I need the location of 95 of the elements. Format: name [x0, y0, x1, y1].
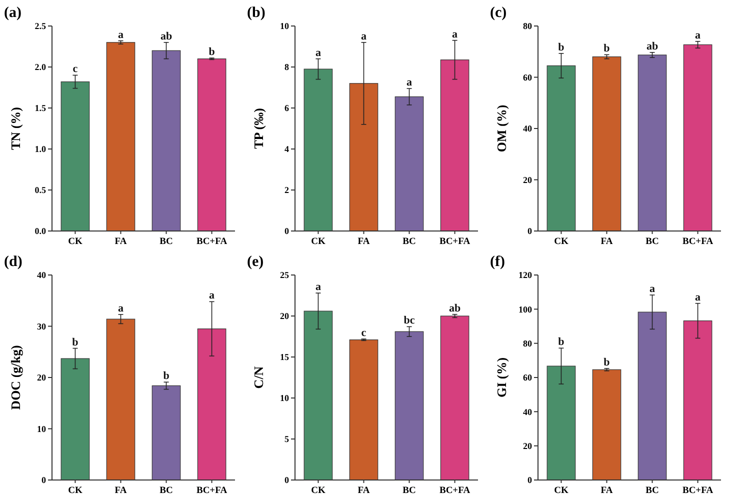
y-tick-label: 2 [284, 185, 290, 196]
x-tick-label: BC [402, 237, 416, 247]
y-axis-title: TP (‰) [251, 108, 266, 149]
y-tick-label: 60 [523, 372, 532, 383]
y-tick-label: 0.5 [34, 185, 46, 196]
y-tick-label: 20 [280, 311, 290, 322]
annotation: b [604, 356, 610, 368]
annotation: a [406, 76, 413, 89]
y-tick-label: 0 [42, 475, 46, 486]
y-tick-label: 15 [280, 352, 290, 362]
chart-title: (e) [247, 254, 264, 270]
annotation: ab [160, 30, 172, 42]
x-tick-label: FA [114, 486, 127, 496]
chart-title: (b) [247, 5, 266, 21]
x-tick-label: FA [600, 486, 613, 496]
x-tick-label: BC [402, 486, 416, 496]
annotation: a [315, 281, 322, 294]
annotation: c [361, 326, 366, 339]
chart-title: (c) [490, 5, 507, 21]
annotation: a [695, 291, 702, 304]
y-tick-label: 10 [280, 393, 290, 404]
y-tick-label: 30 [37, 321, 46, 332]
y-tick-label: 8 [284, 62, 290, 72]
x-tick-label: BC [646, 486, 659, 496]
x-tick-label: CK [554, 486, 569, 496]
y-axis-title: C/N [251, 366, 266, 389]
annotation: c [72, 63, 78, 76]
x-tick-label: BC+FA [682, 237, 714, 247]
x-tick-label: CK [68, 486, 83, 496]
y-tick-label: 80 [523, 338, 532, 348]
x-tick-label: BC [646, 237, 659, 247]
y-tick-label: 120 [518, 270, 532, 280]
y-axis-title: OM (%) [494, 104, 509, 152]
x-tick-label: FA [358, 237, 370, 247]
y-tick-label: 20 [37, 372, 46, 383]
y-axis-title: GI (%) [494, 357, 509, 398]
y-tick-label: 0 [528, 475, 532, 486]
x-tick-label: FA [358, 486, 370, 496]
chart-title: (f) [490, 254, 505, 270]
y-tick-label: 40 [523, 124, 532, 134]
x-tick-label: FA [600, 237, 613, 247]
x-tick-label: BC+FA [196, 486, 228, 496]
y-tick-label: 10 [280, 21, 290, 32]
x-tick-label: CK [311, 237, 326, 247]
y-tick-label: 4 [284, 144, 290, 154]
annotation: b [72, 336, 78, 348]
chart-title: (d) [4, 254, 22, 270]
annotation: b [208, 46, 215, 58]
annotation: a [209, 290, 216, 302]
annotation: b [163, 370, 170, 382]
y-tick-label: 100 [518, 304, 532, 314]
x-tick-label: FA [114, 237, 127, 247]
y-tick-label: 40 [37, 270, 46, 280]
annotation: ab [646, 40, 658, 52]
annotation: a [118, 28, 124, 41]
x-tick-label: BC+FA [439, 486, 470, 496]
y-axis-title: DOC (g/kg) [8, 345, 23, 410]
annotation: a [650, 282, 656, 295]
annotation: b [558, 41, 564, 54]
annotation: b [558, 336, 564, 348]
y-axis-title: TN (%) [8, 107, 23, 150]
x-tick-label: BC+FA [439, 237, 470, 247]
y-tick-label: 10 [37, 424, 46, 434]
y-tick-label: 60 [523, 72, 532, 82]
y-tick-label: 20 [523, 174, 532, 185]
annotation: a [695, 29, 702, 42]
y-tick-label: 25 [280, 270, 290, 280]
y-tick-label: 0 [284, 226, 290, 236]
annotation: ab [448, 302, 461, 314]
y-tick-label: 80 [523, 21, 532, 32]
annotation: a [452, 28, 458, 40]
annotation: bc [404, 314, 415, 327]
x-tick-label: CK [311, 486, 326, 496]
y-tick-label: 40 [523, 406, 532, 417]
x-tick-label: BC+FA [196, 237, 228, 247]
y-tick-label: 0.0 [34, 226, 46, 236]
y-tick-label: 0 [284, 475, 290, 486]
y-tick-label: 1.5 [34, 103, 46, 114]
y-tick-label: 20 [523, 440, 532, 451]
y-tick-label: 1.0 [34, 144, 46, 154]
annotation: a [118, 302, 124, 314]
y-tick-label: 2.5 [34, 21, 46, 32]
annotation: a [315, 46, 322, 59]
x-tick-label: BC [160, 486, 173, 496]
x-tick-label: CK [68, 237, 83, 247]
annotation: a [360, 30, 367, 42]
y-tick-label: 2.0 [34, 62, 46, 72]
x-tick-label: BC [160, 237, 173, 247]
annotation: b [604, 42, 610, 55]
x-tick-label: CK [554, 237, 569, 247]
y-tick-label: 6 [284, 103, 290, 114]
y-tick-label: 0 [528, 226, 532, 236]
y-tick-label: 5 [284, 434, 290, 444]
chart-title: (a) [4, 5, 22, 21]
x-tick-label: BC+FA [682, 486, 714, 496]
